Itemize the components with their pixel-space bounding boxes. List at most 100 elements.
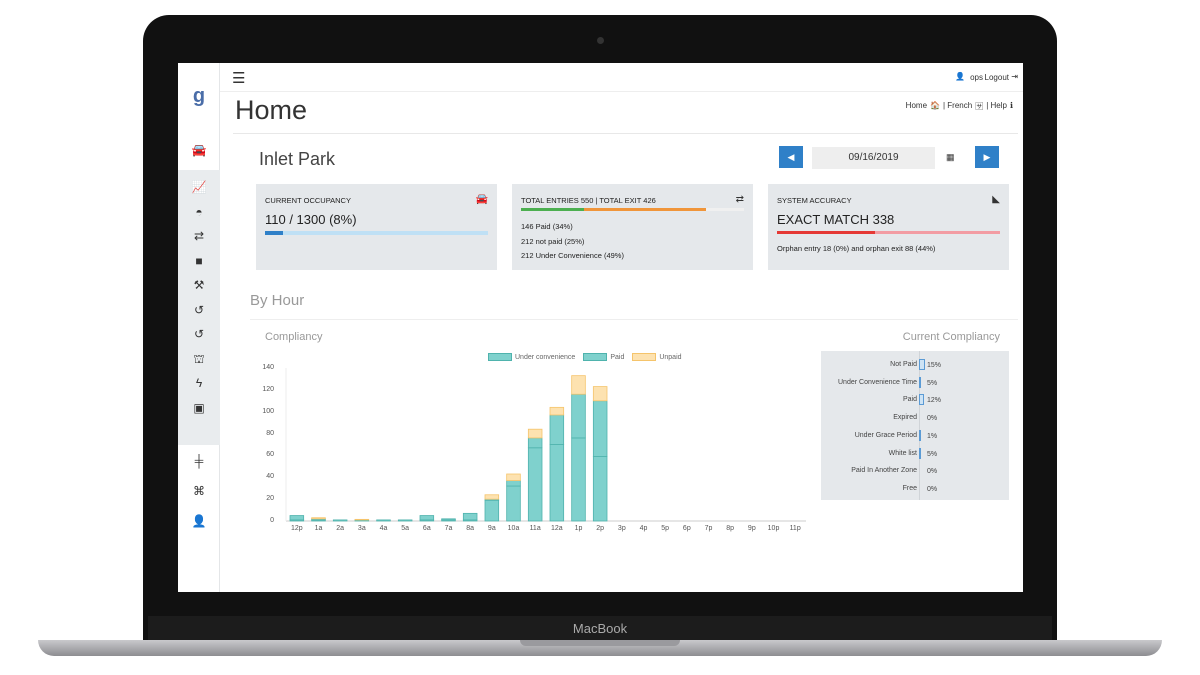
compliancy-label: Expired bbox=[893, 414, 917, 422]
hamburger-menu-icon[interactable]: ☰ bbox=[232, 70, 246, 87]
compliancy-value: 0% bbox=[927, 415, 938, 423]
legend-item[interactable]: Under convenience bbox=[488, 353, 575, 361]
bar-unpaid[interactable] bbox=[571, 375, 586, 395]
archive-icon[interactable]: ■ bbox=[195, 254, 203, 268]
bar-paid[interactable] bbox=[549, 414, 565, 445]
bar-paid[interactable] bbox=[419, 515, 435, 521]
laptop-label: MacBook bbox=[148, 616, 1052, 642]
compliancy-title: Current Compliancy bbox=[902, 331, 1000, 343]
username[interactable]: ops bbox=[970, 73, 983, 82]
bar-under-convenience[interactable] bbox=[527, 447, 543, 522]
x-tick-label: 4p bbox=[639, 525, 648, 532]
bar-paid[interactable] bbox=[592, 400, 608, 457]
x-tick-label: 1p bbox=[574, 525, 583, 532]
accuracy-card: SYSTEM ACCURACY ◣ EXACT MATCH 338 Orphan… bbox=[768, 184, 1009, 270]
exchange-icon: ⇄ bbox=[735, 194, 744, 205]
road-sign-icon[interactable]: ╪ bbox=[194, 454, 204, 468]
entries-card: TOTAL ENTRIES 550 | TOTAL EXIT 426 ⇄ 146… bbox=[512, 184, 753, 270]
axis-line bbox=[919, 351, 920, 500]
money-icon[interactable]: ▣ bbox=[193, 401, 205, 415]
area-chart-icon: ◣ bbox=[992, 194, 1000, 205]
help-link[interactable]: | Help bbox=[986, 101, 1007, 110]
bar-unpaid[interactable] bbox=[311, 517, 326, 520]
logo[interactable]: g bbox=[192, 85, 206, 107]
bar-under-convenience[interactable] bbox=[592, 456, 608, 522]
bar-under-convenience[interactable] bbox=[397, 519, 413, 522]
legend-item[interactable]: Unpaid bbox=[632, 353, 682, 361]
binoculars-icon[interactable]: ⛫ bbox=[193, 352, 205, 366]
location-name: Inlet Park bbox=[259, 149, 336, 169]
app-screen: g 🚘 📈 ◓ ⇄ ■ ⚒ ↺ ↺ ⛫ ϟ ▣ ╪ ⌘ 👤 ☰ 👤 ops Lo… bbox=[178, 63, 1023, 592]
bolt-icon[interactable]: ϟ bbox=[195, 376, 203, 390]
bar-unpaid[interactable] bbox=[354, 518, 370, 521]
compliancy-row: Not Paid 15% bbox=[821, 359, 1009, 371]
bar-paid[interactable] bbox=[506, 480, 521, 487]
top-bar: ☰ 👤 ops Logout ⇥ bbox=[220, 63, 1023, 92]
bar-unpaid[interactable] bbox=[527, 428, 543, 439]
compliancy-label: Paid bbox=[902, 396, 917, 404]
entries-progress bbox=[521, 208, 744, 211]
gavel-icon[interactable]: ⚒ bbox=[193, 278, 205, 292]
bar-paid[interactable] bbox=[462, 512, 478, 521]
history-icon[interactable]: ↺ bbox=[193, 303, 205, 317]
bar-unpaid[interactable] bbox=[506, 473, 521, 481]
bar-under-convenience[interactable] bbox=[332, 519, 348, 522]
bar-unpaid[interactable] bbox=[592, 386, 608, 402]
chart-title: Compliancy bbox=[265, 331, 323, 343]
calendar-icon[interactable]: ▦ bbox=[946, 152, 955, 162]
compliancy-value: 15% bbox=[927, 362, 942, 369]
accuracy-value: EXACT MATCH 338 bbox=[777, 212, 895, 227]
hourly-chart bbox=[285, 368, 806, 522]
bar-paid[interactable] bbox=[289, 515, 305, 521]
page-title: Home bbox=[235, 95, 308, 125]
chart-legend: Under convenience Paid Unpaid bbox=[488, 353, 682, 361]
bar-under-convenience[interactable] bbox=[484, 499, 500, 522]
accuracy-progress-fill bbox=[777, 231, 876, 234]
logout-link[interactable]: Logout bbox=[984, 73, 1009, 82]
home-icon: 🏠 bbox=[930, 101, 940, 110]
bar-paid[interactable] bbox=[527, 437, 543, 449]
bar-paid[interactable] bbox=[571, 393, 586, 439]
language-icon: 🈂 bbox=[975, 102, 984, 111]
info-icon: ℹ bbox=[1009, 101, 1013, 110]
french-link[interactable]: | French bbox=[942, 101, 973, 110]
compliancy-bar bbox=[919, 394, 924, 406]
section-title: By Hour bbox=[250, 292, 305, 309]
accuracy-note: Orphan entry 18 (0%) and orphan exit 88 … bbox=[777, 244, 936, 253]
bar-under-convenience[interactable] bbox=[506, 485, 521, 522]
compliancy-row: Under Convenience Time 5% bbox=[821, 376, 1009, 389]
bar-under-convenience[interactable] bbox=[571, 437, 586, 522]
bar-under-convenience[interactable] bbox=[376, 519, 391, 522]
compliancy-panel: Not Paid 15% Under Convenience Time 5% Paid 1… bbox=[821, 351, 1009, 500]
x-tick-label: 10p bbox=[767, 525, 780, 532]
date-field[interactable]: 09/16/2019 bbox=[812, 147, 935, 169]
bar-paid[interactable] bbox=[441, 518, 456, 521]
compliancy-value: 0% bbox=[927, 468, 938, 476]
compliancy-value: 12% bbox=[927, 397, 942, 405]
bar-unpaid[interactable] bbox=[484, 494, 500, 500]
dashboard-icon[interactable]: ◓ bbox=[195, 205, 203, 219]
ticket-icon[interactable]: ⌘ bbox=[193, 484, 205, 498]
divider bbox=[233, 133, 1018, 134]
exchange-icon[interactable]: ⇄ bbox=[193, 229, 205, 243]
legend-label: Unpaid bbox=[659, 353, 682, 361]
history-alt-icon[interactable]: ↺ bbox=[193, 327, 205, 341]
line-chart-icon[interactable]: 📈 bbox=[191, 180, 207, 194]
convenience-segment bbox=[583, 208, 707, 211]
y-tick-label: 80 bbox=[266, 429, 274, 437]
home-link[interactable]: Home bbox=[905, 101, 928, 110]
legend-item[interactable]: Paid bbox=[583, 353, 624, 361]
logout-icon[interactable]: ⇥ bbox=[1011, 72, 1018, 81]
car-icon[interactable]: 🚘 bbox=[191, 143, 207, 157]
x-tick-label: 12a bbox=[550, 525, 563, 532]
next-date-button[interactable]: ▶ bbox=[975, 146, 999, 168]
bar-under-convenience[interactable] bbox=[549, 444, 565, 522]
user-icon[interactable]: 👤 bbox=[191, 514, 207, 528]
x-tick-label: 2p bbox=[596, 525, 605, 532]
bar-unpaid[interactable] bbox=[549, 406, 565, 416]
occupancy-progress-fill bbox=[265, 231, 283, 235]
x-tick-label: 8p bbox=[726, 525, 735, 532]
prev-date-button[interactable]: ◀ bbox=[779, 146, 803, 168]
compliancy-row: Expired 0% bbox=[821, 412, 1009, 424]
laptop-notch bbox=[520, 640, 680, 646]
